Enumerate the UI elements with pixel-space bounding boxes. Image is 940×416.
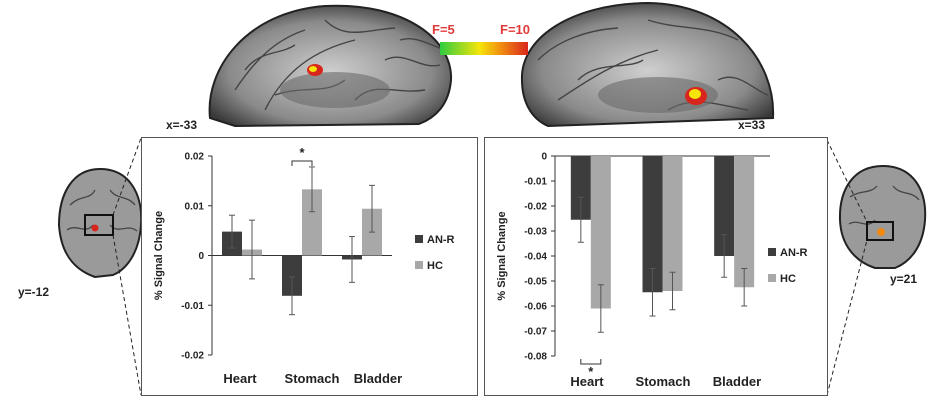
left-chart-panel: 0.02 0.01 0 -0.01 -0.02 % Signal Change Heart S… [141,137,478,396]
y-tick-label: -0.07 [524,327,547,338]
legend-label-hc: HC [780,273,796,285]
category-label-stomach: Stomach [636,374,691,389]
right-chart-panel: 0 -0.01 -0.02 -0.03 -0.04 -0.05 -0.06 -0.07 -0.0… [484,137,828,396]
category-label-bladder: Bladder [354,371,402,386]
right-coronal-coord-label: y=21 [890,272,918,286]
bar-an-r-stomach [282,255,302,296]
y-tick-label: -0.04 [524,252,547,263]
category-label-bladder: Bladder [713,374,761,389]
y-tick-label: -0.01 [181,301,204,312]
legend-label-hc: HC [427,260,443,272]
category-label-stomach: Stomach [285,371,340,386]
y-tick-label: 0 [541,152,547,163]
activation-blob [91,224,99,232]
bar-hc-bladder [734,156,755,288]
left-sagittal-brain-image [208,4,453,128]
bar-hc-stomach [662,156,683,291]
scale-max-label: F=10 [500,22,530,37]
y-tick-label: -0.06 [524,302,547,313]
legend-label-an-r: AN-R [427,234,455,246]
category-label-heart: Heart [223,371,257,386]
legend-swatch-an-r [768,248,776,256]
right-bar-chart: 0 -0.01 -0.02 -0.03 -0.04 -0.05 -0.06 -0.07 -0.0… [496,152,808,390]
significance-star: * [588,364,594,379]
right-sagittal-coord-label: x=33 [738,118,766,132]
bar-hc-stomach [302,189,322,256]
y-tick-label: -0.05 [524,277,547,288]
bar-hc-heart [590,156,611,309]
y-tick-label: 0 [198,251,204,262]
y-tick-label: -0.02 [181,351,204,362]
left-coronal-brain-image [57,167,143,279]
category-label-heart: Heart [570,374,604,389]
bar-an-r-bladder [714,156,735,256]
y-tick-label: -0.02 [524,202,547,213]
color-scale: F=5 F=10 [430,22,530,62]
y-axis-label: % Signal Change [496,211,508,300]
legend-swatch-hc [415,261,423,269]
y-tick-label: -0.03 [524,227,547,238]
significance-bracket [580,359,602,365]
y-tick-label: -0.01 [524,177,547,188]
y-tick-label: -0.08 [524,352,547,363]
left-sagittal-coord-label: x=-33 [166,118,198,132]
left-coronal-coord-label: y=-12 [18,285,50,299]
y-axis-label: % Signal Change [153,211,165,300]
bar-an-r-heart [570,156,591,220]
legend-swatch-hc [768,274,776,282]
left-bar-chart: 0.02 0.01 0 -0.01 -0.02 % Signal Change Heart S… [153,145,455,386]
right-coronal-brain-image [838,164,927,269]
activation-blob [877,228,885,236]
scale-min-label: F=5 [432,22,455,37]
legend-label-an-r: AN-R [780,247,808,259]
y-tick-label: 0.02 [185,152,205,163]
scale-gradient-bar [440,42,528,55]
right-sagittal-brain-image [520,1,775,128]
significance-star: * [299,145,305,160]
significance-bracket [291,160,313,166]
bar-an-r-stomach [642,156,663,293]
y-tick-label: 0.01 [185,201,205,212]
legend-swatch-an-r [415,235,423,243]
